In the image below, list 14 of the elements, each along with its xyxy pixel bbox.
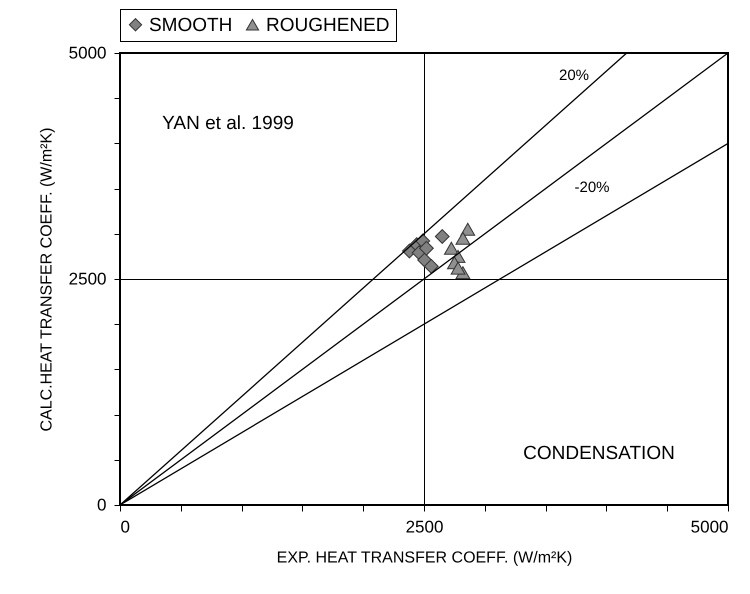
annotation: -20%: [574, 179, 610, 196]
x-axis-title: EXP. HEAT TRANSFER COEFF. (W/m²K): [276, 550, 572, 566]
annotation: 20%: [558, 67, 590, 84]
annotation: CONDENSATION: [523, 443, 675, 464]
legend-label: ROUGHENED: [266, 14, 390, 36]
x-tick-label: 5000: [690, 518, 728, 536]
legend-label: SMOOTH: [149, 14, 232, 36]
annotation: YAN et al. 1999: [162, 113, 294, 134]
y-tick-label: 5000: [68, 44, 106, 62]
y-tick-label: 2500: [68, 270, 106, 288]
y-axis-title: CALC.HEAT TRANSFER COEFF. (W/m²K): [38, 127, 56, 432]
x-tick-label: 0: [120, 518, 130, 536]
x-tick-label: 2500: [406, 518, 444, 536]
y-tick-label: 0: [97, 496, 106, 514]
